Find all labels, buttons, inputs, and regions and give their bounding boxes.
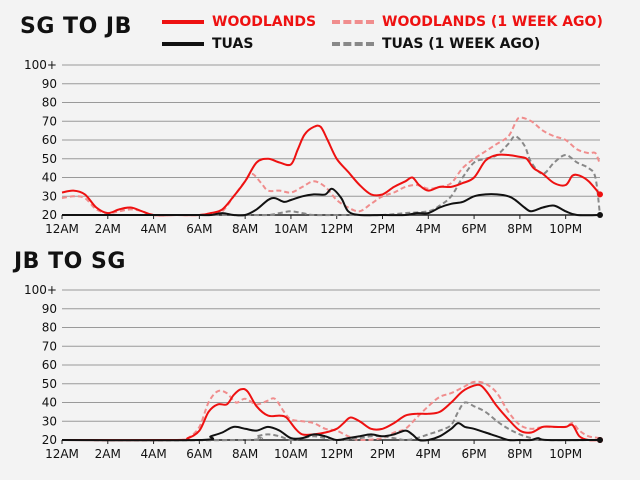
legend-label-tuas-week-ago: TUAS (1 WEEK AGO)	[382, 36, 541, 52]
sg-to-jb-y-tick-label: 40	[42, 171, 57, 185]
jb-to-sg-x-tick-label: 8AM	[232, 447, 258, 461]
jb-to-sg-y-tick-label: 30	[42, 414, 57, 428]
legend-item-woodlands-week-ago: WOODLANDS (1 WEEK AGO)	[332, 14, 603, 30]
jb-to-sg-y-tick-label: 80	[42, 321, 57, 335]
jb-to-sg-y-tick-label: 20	[42, 433, 57, 447]
jb-to-sg-x-tick-label: 6PM	[461, 447, 486, 461]
sg-to-jb-y-tick-label: 30	[42, 189, 57, 203]
jb-to-sg-x-tick-label: 2PM	[370, 447, 395, 461]
chart-title-jb-to-sg: JB TO SG	[14, 249, 126, 274]
jb-to-sg-y-tick-label: 40	[42, 396, 57, 410]
sg-to-jb-x-tick-label: 2AM	[95, 222, 121, 236]
sg-to-jb-y-tick-label: 80	[42, 96, 57, 110]
legend-swatch-tuas	[162, 42, 204, 46]
jb-to-sg-x-tick-label: 4AM	[140, 447, 166, 461]
sg-to-jb-x-tick-label: 2PM	[370, 222, 395, 236]
jb-to-sg-series-tuas-endpoint	[597, 437, 603, 443]
sg-to-jb-y-tick-label: 100+	[24, 58, 57, 72]
sg-to-jb-x-tick-label: 10PM	[549, 222, 582, 236]
jb-to-sg-y-tick-label: 50	[42, 377, 57, 391]
jb-to-sg-series-woodlands-1-week-ago-line	[61, 380, 601, 442]
jb-to-sg-x-tick-label: 10AM	[274, 447, 308, 461]
legend-item-tuas: TUAS	[162, 36, 253, 52]
sg-to-jb-y-tick-label: 50	[42, 152, 57, 166]
jb-to-sg-series-tuas-1-week-ago-line	[61, 401, 601, 442]
legend-label-woodlands: WOODLANDS	[212, 14, 317, 30]
sg-to-jb-x-tick-label: 8PM	[507, 222, 532, 236]
jb-to-sg-series-woodlands-line	[61, 383, 601, 442]
sg-to-jb-series-woodlands-1-week-ago-line	[61, 116, 601, 217]
sg-to-jb-series-woodlands-endpoint	[597, 191, 603, 198]
sg-to-jb-x-tick-label: 12AM	[45, 222, 79, 236]
jb-to-sg-x-tick-label: 8PM	[507, 447, 532, 461]
jb-to-sg-x-tick-label: 6AM	[186, 447, 212, 461]
jb-to-sg-x-tick-label: 12PM	[320, 447, 353, 461]
jb-to-sg-y-tick-label: 60	[42, 358, 57, 372]
sg-to-jb-x-tick-label: 4PM	[416, 222, 441, 236]
legend-item-woodlands: WOODLANDS	[162, 14, 316, 30]
sg-to-jb-y-tick-label: 70	[42, 114, 57, 128]
sg-to-jb-y-tick-label: 20	[42, 208, 57, 222]
jb-to-sg-x-tick-label: 12AM	[45, 447, 79, 461]
sg-to-jb-y-tick-label: 60	[42, 133, 57, 147]
legend-swatch-woodlands	[162, 20, 204, 24]
sg-to-jb-x-tick-label: 8AM	[232, 222, 258, 236]
legend-item-tuas-week-ago: TUAS (1 WEEK AGO)	[332, 36, 540, 52]
sg-to-jb-series-tuas-line	[62, 187, 601, 217]
jb-to-sg-y-tick-label: 100+	[24, 283, 57, 297]
jb-to-sg-x-tick-label: 2AM	[95, 447, 121, 461]
sg-to-jb-x-tick-label: 4AM	[140, 222, 166, 236]
sg-to-jb-series-tuas-endpoint	[597, 212, 603, 218]
sg-to-jb-x-tick-label: 12PM	[320, 222, 353, 236]
jb-to-sg-y-tick-label: 90	[42, 302, 57, 316]
sg-to-jb-x-tick-label: 6AM	[186, 222, 212, 236]
sg-to-jb-x-tick-label: 6PM	[461, 222, 486, 236]
jb-to-sg-y-tick-label: 70	[42, 339, 57, 353]
legend-swatch-tuas-week-ago	[332, 42, 374, 46]
chart-title-sg-to-jb: SG TO JB	[20, 14, 132, 39]
legend-swatch-woodlands-week-ago	[332, 20, 374, 24]
sg-to-jb-x-tick-label: 10AM	[274, 222, 308, 236]
jb-to-sg-x-tick-label: 4PM	[416, 447, 441, 461]
legend-label-tuas: TUAS	[212, 36, 254, 52]
sg-to-jb-y-tick-label: 90	[42, 77, 57, 91]
jb-to-sg-series-tuas-line	[61, 422, 601, 442]
legend-label-woodlands-week-ago: WOODLANDS (1 WEEK AGO)	[382, 14, 603, 30]
jb-to-sg-x-tick-label: 10PM	[549, 447, 582, 461]
